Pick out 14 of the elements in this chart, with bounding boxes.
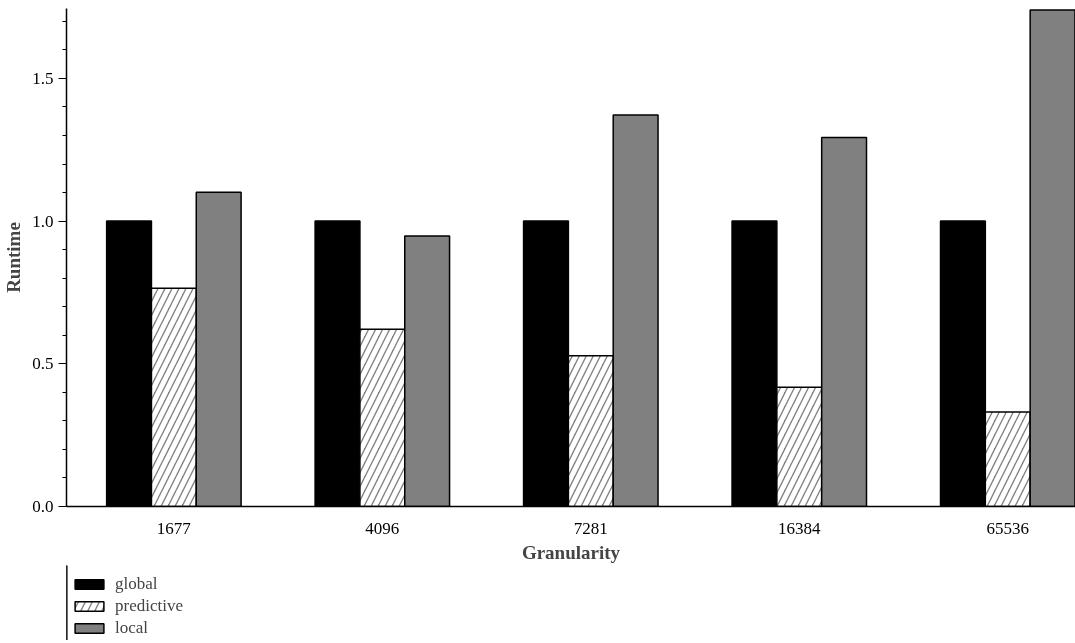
x-tick-label: 4096 — [365, 518, 400, 538]
legend-label: predictive — [115, 596, 183, 616]
y-tick-label: 1.5 — [32, 68, 54, 88]
x-tick-label: 16384 — [778, 518, 822, 538]
legend-label: global — [115, 574, 158, 594]
y-axis-title: Runtime — [3, 222, 25, 293]
y-tick-label: 0.5 — [32, 354, 54, 374]
x-axis-title: Granularity — [521, 541, 621, 563]
legend-label: local — [115, 618, 149, 638]
x-tick-label: 65536 — [986, 518, 1029, 538]
y-tick-label: 0.0 — [32, 497, 54, 516]
x-tick-label: 7281 — [573, 518, 608, 538]
y-tick-label: 1.0 — [32, 211, 54, 231]
x-tick-label: 1677 — [156, 518, 192, 538]
